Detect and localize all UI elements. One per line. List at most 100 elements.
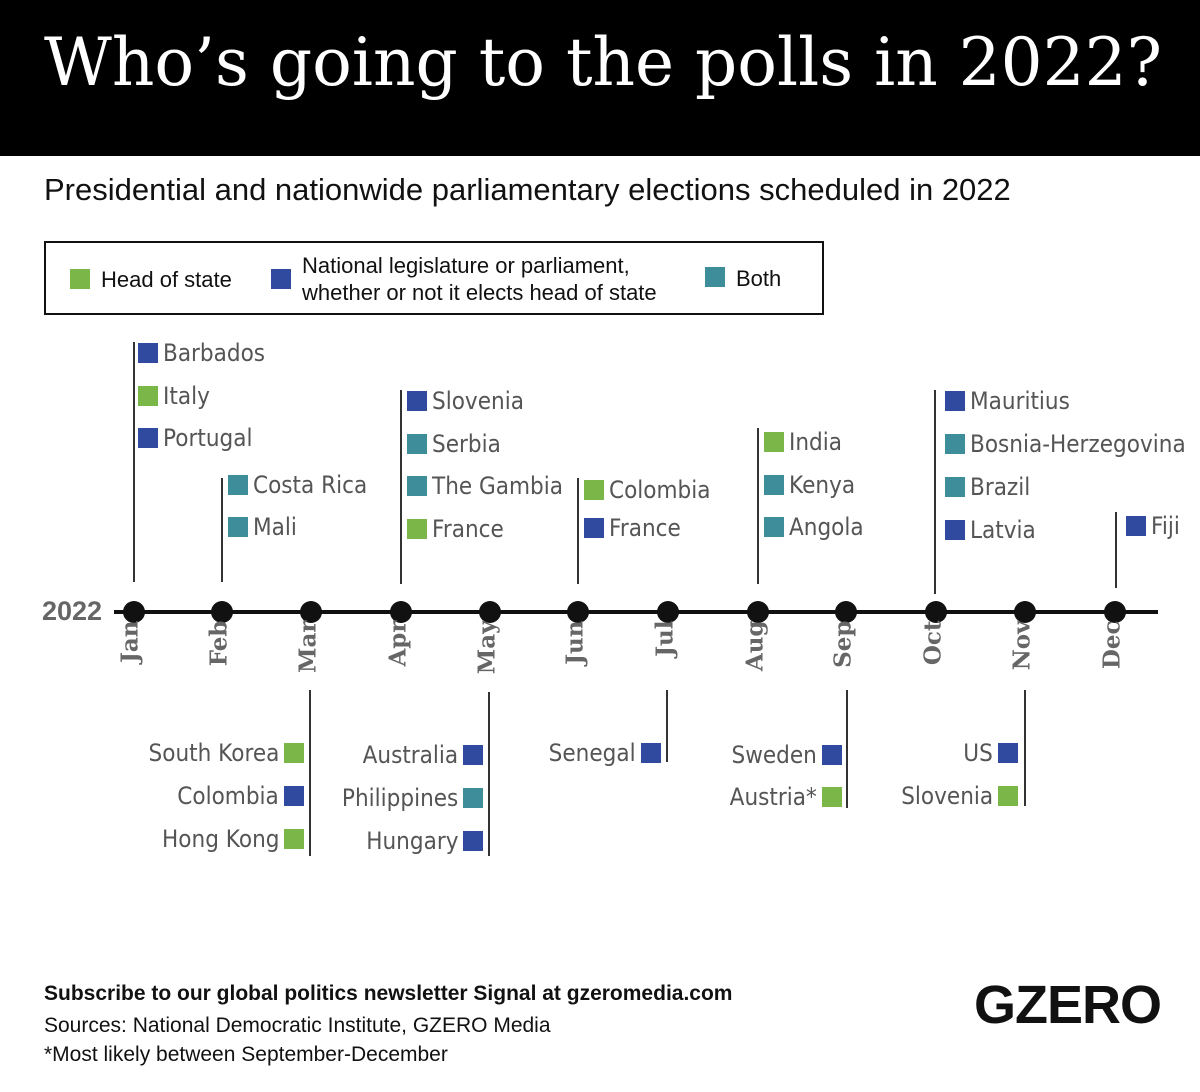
election-item: Costa Rica: [228, 469, 380, 501]
election-item: Barbados: [138, 337, 276, 369]
election-item: Bosnia-Herzegovina: [945, 428, 1200, 460]
country-name: Costa Rica: [253, 471, 368, 499]
election-item: Latvia: [945, 514, 1043, 546]
legend-label-both: Both: [736, 266, 782, 291]
legend-swatch-both: [705, 267, 725, 287]
country-name: Colombia: [177, 782, 279, 810]
tick-dec: [1115, 512, 1117, 588]
election-item: Slovenia: [891, 780, 1018, 812]
legend-label-legislature-line2: whether or not it elects head of state: [302, 280, 657, 305]
country-name: France: [609, 514, 681, 542]
timeline-axis: [114, 610, 1158, 614]
election-type-marker: [407, 434, 427, 454]
election-type-marker: [228, 517, 248, 537]
election-item: Australia: [352, 739, 483, 771]
election-item: Serbia: [407, 428, 508, 460]
country-name: Fiji: [1151, 512, 1180, 540]
gzero-logo: GZERO: [974, 975, 1162, 1035]
country-name: Angola: [789, 513, 864, 541]
month-dot: [479, 601, 501, 623]
month-dot: [567, 601, 589, 623]
country-name: Hungary: [365, 827, 458, 855]
month-dot: [925, 601, 947, 623]
month-label-jul: Jul: [651, 620, 679, 657]
country-name: Philippines: [341, 784, 458, 812]
tick-apr: [400, 390, 402, 584]
country-name: Italy: [163, 382, 210, 410]
election-type-marker: [945, 434, 965, 454]
header-banner: Who’s going to the polls in 2022?: [0, 0, 1200, 156]
month-dot: [1014, 601, 1036, 623]
election-type-marker: [463, 788, 483, 808]
legend-swatch-legislature: [271, 269, 291, 289]
election-type-marker: [228, 475, 248, 495]
election-item: Kenya: [764, 469, 862, 501]
election-item: Colombia: [166, 780, 304, 812]
tick-nov: [1024, 690, 1026, 806]
country-name: India: [789, 428, 843, 456]
tick-oct: [934, 390, 936, 594]
month-dot: [211, 601, 233, 623]
tick-aug: [757, 428, 759, 584]
tick-feb: [221, 478, 223, 582]
month-label-apr: Apr: [384, 620, 412, 667]
election-item: Hong Kong: [149, 823, 304, 855]
election-type-marker: [463, 745, 483, 765]
election-item: Mauritius: [945, 385, 1081, 417]
country-name: Australia: [362, 741, 458, 769]
election-type-marker: [822, 787, 842, 807]
election-type-marker: [945, 391, 965, 411]
country-name: US: [963, 739, 993, 767]
election-type-marker: [284, 786, 304, 806]
month-label-sep: Sep: [829, 620, 857, 668]
subscribe-note: Subscribe to our global politics newslet…: [44, 982, 733, 1005]
month-label-jan: Jan: [116, 620, 144, 664]
tick-may: [488, 692, 490, 856]
country-name: Brazil: [970, 473, 1031, 501]
election-item: Philippines: [329, 782, 483, 814]
month-label-feb: Feb: [205, 620, 233, 667]
election-item: Brazil: [945, 471, 1037, 503]
country-name: Bosnia-Herzegovina: [970, 430, 1186, 458]
month-label-mar: Mar: [294, 620, 322, 673]
country-name: France: [432, 515, 504, 543]
country-name: Hong Kong: [161, 825, 279, 853]
country-name: Serbia: [432, 430, 501, 458]
legend-label-legislature-line1: National legislature or parliament,: [302, 253, 630, 278]
country-name: South Korea: [148, 739, 279, 767]
election-type-marker: [584, 480, 604, 500]
election-item: France: [407, 513, 512, 545]
election-type-marker: [584, 518, 604, 538]
election-item: South Korea: [134, 737, 304, 769]
month-label-oct: Oct: [919, 620, 947, 666]
country-name: Mali: [253, 513, 297, 541]
election-item: Slovenia: [407, 385, 534, 417]
tick-jan: [133, 342, 135, 582]
month-dot: [835, 601, 857, 623]
year-label: 2022: [42, 596, 103, 626]
month-label-aug: Aug: [741, 620, 769, 672]
election-type-marker: [945, 477, 965, 497]
election-item: Austria*: [720, 781, 842, 813]
election-type-marker: [138, 386, 158, 406]
election-type-marker: [407, 519, 427, 539]
election-type-marker: [407, 476, 427, 496]
country-name: Colombia: [609, 476, 711, 504]
legend-swatch-head-of-state: [70, 269, 90, 289]
election-type-marker: [284, 829, 304, 849]
election-type-marker: [764, 432, 784, 452]
sources-note: Sources: National Democratic Institute, …: [44, 1014, 551, 1037]
legend: Head of state National legislature or pa…: [44, 241, 824, 315]
election-type-marker: [284, 743, 304, 763]
election-type-marker: [641, 743, 661, 763]
country-name: Slovenia: [901, 782, 993, 810]
month-dot: [1104, 601, 1126, 623]
election-type-marker: [945, 520, 965, 540]
tick-jun: [577, 478, 579, 584]
election-item: Italy: [138, 380, 215, 412]
election-type-marker: [1126, 516, 1146, 536]
subtitle: Presidential and nationwide parliamentar…: [44, 172, 1011, 207]
election-type-marker: [463, 831, 483, 851]
election-type-marker: [998, 786, 1018, 806]
month-dot: [300, 601, 322, 623]
